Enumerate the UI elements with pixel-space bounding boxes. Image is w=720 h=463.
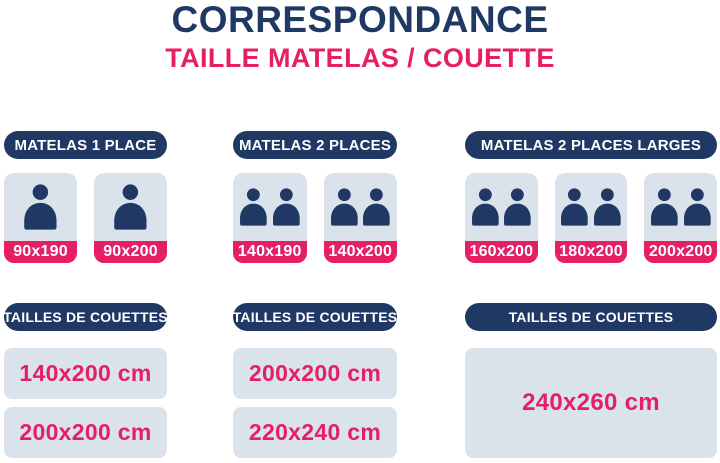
mattress-card: 90x200 [94,173,167,263]
mattress-card-icons [465,173,538,241]
person-icon [561,188,588,226]
mattress-card: 140x200 [323,173,398,263]
person-icon [471,188,499,226]
duvet-size-card: 240x260 cm [465,348,717,458]
duvet-cards: 200x200 cm 220x240 cm [233,348,397,458]
mattress-section-2-places: MATELAS 2 PLACES 140x190 140x200 [233,131,397,263]
mattress-section-header: MATELAS 2 PLACES [233,131,397,159]
duvet-size-card: 140x200 cm [4,348,167,399]
mattress-size-label: 140x200 [323,241,397,263]
mattress-cards: 90x190 90x200 [4,173,167,263]
duvet-size-card: 220x240 cm [233,407,397,458]
mattress-size-label: 90x200 [94,241,167,263]
duvet-section-header: TAILLES DE COUETTES [465,303,717,331]
duvet-section-header: TAILLES DE COUETTES [3,303,168,331]
page-title: CORRESPONDANCE [171,0,549,40]
duvet-section-1: TAILLES DE COUETTES 140x200 cm 200x200 c… [3,303,168,458]
duvet-cards: 240x260 cm [465,348,717,458]
mattress-size-label: 90x190 [4,241,77,263]
person-icon [330,188,358,226]
person-icon [650,188,678,226]
mattress-card: 160x200 [465,173,538,263]
duvet-size-card: 200x200 cm [4,407,167,458]
mattress-size-label: 160x200 [465,241,538,263]
mattress-card: 180x200 [554,173,628,263]
mattress-card-icons [555,173,628,241]
mattress-section-2-places-larges: MATELAS 2 PLACES LARGES 160x200 180x200 [465,131,718,263]
mattress-card-icons [4,173,77,241]
duvet-cards: 140x200 cm 200x200 cm [4,348,167,458]
mattress-section-header: MATELAS 2 PLACES LARGES [465,131,717,159]
person-icon [240,188,267,226]
mattress-card: 90x190 [4,173,77,263]
person-icon [24,184,57,230]
duvet-size-card: 200x200 cm [233,348,397,399]
mattress-card: 140x190 [233,173,307,263]
mattress-card-icons [233,173,307,241]
header: CORRESPONDANCE TAILLE MATELAS / COUETTE [0,1,720,72]
mattress-section-header: MATELAS 1 PLACE [4,131,167,159]
duvet-section-2: TAILLES DE COUETTES 200x200 cm 220x240 c… [233,303,397,458]
person-icon [272,188,300,226]
mattress-card-icons [644,173,717,241]
person-icon [683,188,711,226]
person-icon [594,188,621,226]
duvet-section-header: TAILLES DE COUETTES [233,303,397,331]
page-subtitle: TAILLE MATELAS / COUETTE [165,43,555,73]
mattress-card-icons [324,173,398,241]
mattress-cards: 160x200 180x200 200x200 [465,173,718,263]
mattress-cards: 140x190 140x200 [233,173,397,263]
person-icon [363,188,390,226]
mattress-size-label: 180x200 [554,241,628,263]
mattress-section-1-place: MATELAS 1 PLACE 90x190 90x200 [4,131,167,263]
mattress-card-icons [94,173,167,241]
mattress-size-label: 140x190 [233,241,307,263]
person-icon [504,188,532,226]
duvet-section-3: TAILLES DE COUETTES 240x260 cm [465,303,717,458]
person-icon [114,184,147,230]
mattress-size-label: 200x200 [644,241,718,263]
mattress-card: 200x200 [644,173,718,263]
